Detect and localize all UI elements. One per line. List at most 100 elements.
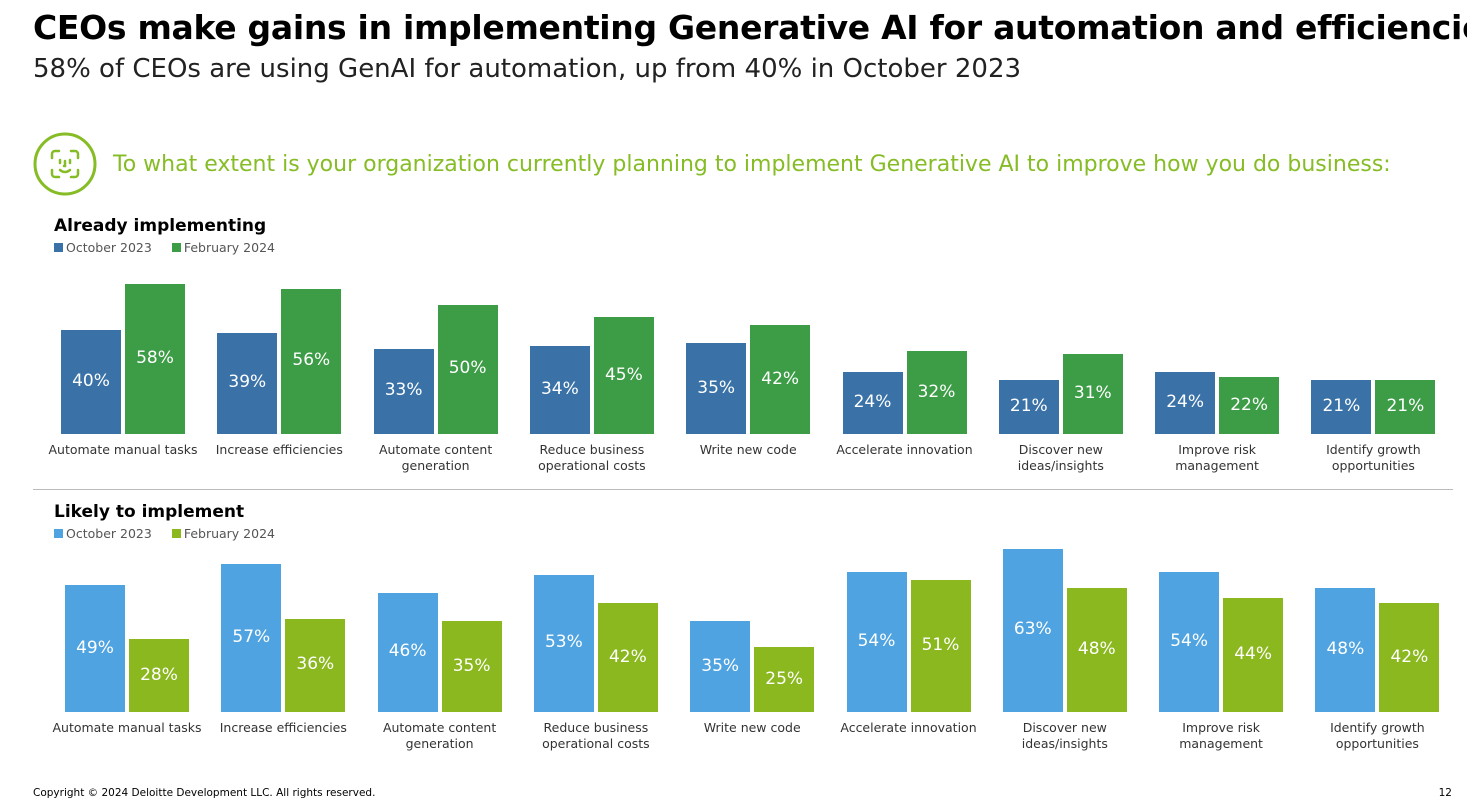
bar: [1062, 353, 1123, 434]
bar: [1066, 587, 1127, 712]
bar: [1155, 371, 1216, 434]
bar: [1375, 379, 1436, 434]
bar: [1315, 587, 1376, 712]
data-label: 35%: [452, 655, 491, 676]
bar: [846, 572, 907, 712]
bar: [750, 325, 811, 434]
chart-title: Likely to implement: [54, 502, 245, 522]
bar: [65, 585, 125, 712]
data-label: 35%: [697, 377, 736, 398]
bar: [906, 351, 967, 434]
legend: October 2023 February 2024: [54, 240, 275, 255]
data-label: 63%: [1013, 619, 1052, 640]
data-label: 48%: [1326, 638, 1365, 659]
category-label: Identify growth opportunities: [1326, 442, 1421, 473]
data-label: 54%: [1170, 631, 1208, 652]
copyright-footer: Copyright © 2024 Deloitte Development LL…: [33, 787, 376, 799]
data-label: 44%: [1234, 644, 1272, 665]
category-label: Accelerate innovation: [836, 442, 973, 457]
category-label: Write new code: [699, 442, 797, 457]
data-label: 57%: [232, 627, 271, 648]
bar: [1002, 548, 1063, 712]
data-label: 28%: [140, 664, 178, 685]
data-label: 51%: [921, 634, 960, 655]
data-label: 53%: [544, 632, 583, 653]
data-label: 31%: [1073, 382, 1112, 403]
slide-title: CEOs make gains in implementing Generati…: [33, 8, 1467, 47]
data-label: 46%: [388, 641, 427, 662]
bar: [221, 564, 282, 712]
data-label: 50%: [448, 358, 487, 379]
legend: October 2023 February 2024: [54, 526, 275, 541]
legend-item-february-2024: February 2024: [171, 526, 275, 541]
bar: [593, 317, 654, 434]
bar: [754, 647, 815, 712]
category-label: Discover new ideas/insights: [1021, 720, 1108, 751]
data-label: 21%: [1386, 395, 1425, 416]
category-label: Automate manual tasks: [48, 442, 198, 457]
bar: [281, 288, 342, 434]
legend-item-october-2023: October 2023: [54, 526, 152, 541]
bar: [1223, 598, 1284, 712]
bar: [285, 618, 346, 712]
category-label: Discover new ideas/insights: [1017, 442, 1104, 473]
data-label: 49%: [76, 637, 114, 658]
data-label: 25%: [765, 668, 804, 689]
data-label: 48%: [1077, 638, 1116, 659]
bar: [125, 283, 185, 434]
data-label: 42%: [608, 646, 647, 667]
data-label: 24%: [853, 391, 892, 412]
bar: [217, 332, 278, 434]
bar: [1311, 379, 1372, 434]
bar: [129, 639, 189, 712]
category-label: Identify growth opportunities: [1330, 720, 1425, 751]
chart-title: Already implementing: [54, 216, 267, 236]
bar: [441, 621, 502, 712]
data-label: 21%: [1009, 395, 1048, 416]
data-label: 42%: [761, 368, 800, 389]
data-label: 36%: [296, 654, 335, 675]
bar: [373, 348, 434, 434]
survey-question: To what extent is your organization curr…: [113, 152, 1391, 177]
bar: [690, 621, 751, 712]
category-label: Accelerate innovation: [840, 720, 977, 735]
likely-to-implement-chart: Likely to implement October 2023 Februar…: [52, 502, 1440, 751]
bar: [998, 379, 1059, 434]
category-label: Write new code: [703, 720, 801, 735]
bar: [61, 330, 121, 434]
data-label: 58%: [136, 347, 174, 368]
data-label: 42%: [1390, 646, 1429, 667]
bar: [533, 574, 594, 712]
category-label: Reduce business operational costs: [538, 442, 646, 473]
bar: [686, 343, 747, 434]
page-number: 12: [1438, 787, 1452, 799]
data-label: 56%: [292, 350, 331, 371]
category-label: Improve risk management: [1175, 442, 1259, 473]
bar: [529, 345, 590, 434]
bar: [377, 592, 438, 712]
data-label: 35%: [701, 655, 740, 676]
category-label: Improve risk management: [1179, 720, 1263, 751]
data-label: 39%: [228, 372, 267, 393]
slide-subtitle: 58% of CEOs are using GenAI for automati…: [33, 54, 1022, 84]
data-label: 33%: [384, 380, 423, 401]
bar: [437, 304, 498, 434]
category-label: Automate content generation: [382, 720, 497, 751]
category-label: Increase efficiencies: [215, 442, 343, 457]
already-implementing-chart: Already implementing October 2023 Februa…: [48, 216, 1436, 473]
category-label: Automate content generation: [378, 442, 493, 473]
data-label: 21%: [1322, 395, 1361, 416]
category-label: Automate manual tasks: [52, 720, 202, 735]
data-label: 32%: [917, 381, 956, 402]
data-label: 24%: [1166, 391, 1204, 412]
bar: [842, 371, 903, 434]
data-label: 22%: [1230, 394, 1268, 415]
data-label: 40%: [72, 371, 110, 392]
bar: [597, 603, 658, 712]
bar: [1379, 603, 1440, 712]
legend-item-october-2023: October 2023: [54, 240, 152, 255]
category-label: Reduce business operational costs: [542, 720, 650, 751]
divider: [33, 489, 1453, 490]
data-label: 34%: [540, 378, 579, 399]
category-label: Increase efficiencies: [219, 720, 347, 735]
